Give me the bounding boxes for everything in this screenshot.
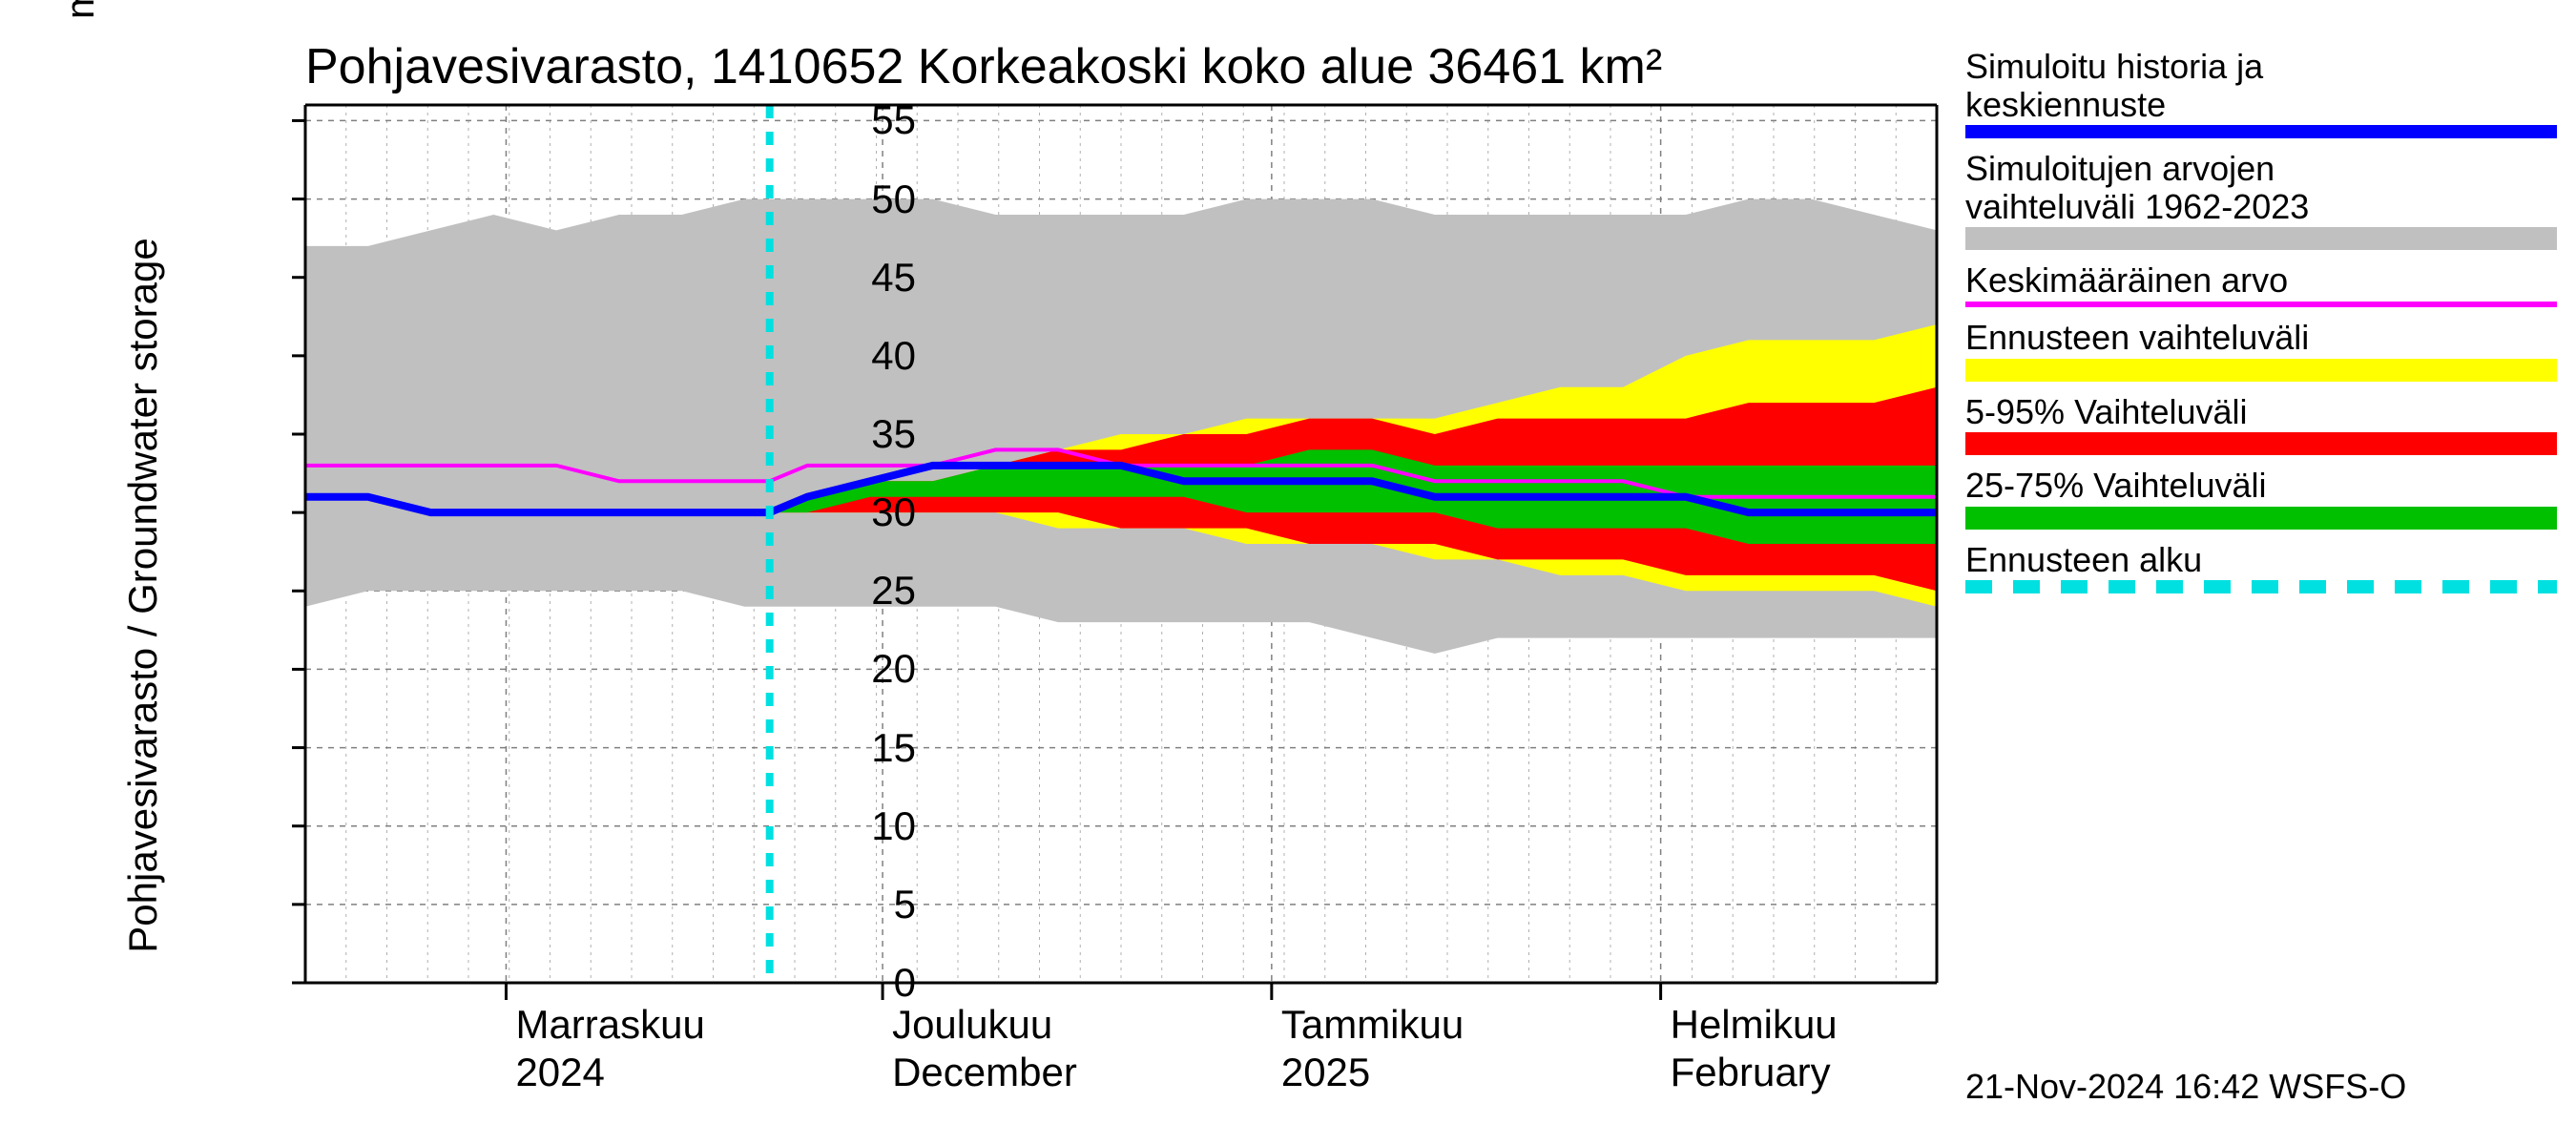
- legend-item: 5-95% Vaihteluväli: [1965, 393, 2557, 456]
- y-axis-unit: mm: [57, 0, 103, 19]
- legend-label: Ennusteen alku: [1965, 541, 2557, 579]
- chart-plot: [305, 105, 1937, 983]
- y-tick-label: 40: [821, 333, 916, 379]
- legend-label: 5-95% Vaihteluväli: [1965, 393, 2557, 431]
- chart-title: Pohjavesivarasto, 1410652 Korkeakoski ko…: [305, 38, 1662, 95]
- legend-item: Ennusteen vaihteluväli: [1965, 319, 2557, 382]
- x-tick-label: Tammikuu: [1281, 1002, 1464, 1048]
- y-tick-label: 25: [821, 568, 916, 614]
- x-tick-label: Marraskuu: [515, 1002, 704, 1048]
- x-tick-label-2: December: [892, 1050, 1077, 1095]
- x-tick-label: Joulukuu: [892, 1002, 1052, 1048]
- x-tick-label-2: 2024: [515, 1050, 604, 1095]
- legend: Simuloitu historia jakeskiennuste Simuloi…: [1965, 48, 2557, 605]
- y-tick-label: 55: [821, 97, 916, 143]
- legend-swatch: [1965, 580, 2557, 593]
- legend-label: Simuloitu historia jakeskiennuste: [1965, 48, 2557, 123]
- legend-item: Simuloitu historia jakeskiennuste: [1965, 48, 2557, 138]
- y-tick-label: 0: [821, 960, 916, 1006]
- y-axis-label: Pohjavesivarasto / Groundwater storage: [120, 71, 166, 1120]
- legend-swatch: [1965, 125, 2557, 138]
- y-tick-label: 35: [821, 411, 916, 457]
- x-tick-label-2: 2025: [1281, 1050, 1370, 1095]
- legend-label: Simuloitujen arvojenvaihteluväli 1962-20…: [1965, 150, 2557, 225]
- legend-item: 25-75% Vaihteluväli: [1965, 467, 2557, 530]
- legend-swatch: [1965, 507, 2557, 530]
- legend-item: Simuloitujen arvojenvaihteluväli 1962-20…: [1965, 150, 2557, 250]
- x-tick-label: Helmikuu: [1671, 1002, 1838, 1048]
- legend-swatch: [1965, 432, 2557, 455]
- legend-label: 25-75% Vaihteluväli: [1965, 467, 2557, 505]
- y-tick-label: 45: [821, 255, 916, 301]
- timestamp: 21-Nov-2024 16:42 WSFS-O: [1965, 1067, 2406, 1107]
- y-tick-label: 20: [821, 646, 916, 692]
- legend-item: Ennusteen alku: [1965, 541, 2557, 594]
- legend-item: Keskimääräinen arvo: [1965, 261, 2557, 307]
- y-tick-label: 30: [821, 489, 916, 535]
- legend-label: Ennusteen vaihteluväli: [1965, 319, 2557, 357]
- legend-swatch: [1965, 359, 2557, 382]
- y-tick-label: 5: [821, 882, 916, 927]
- y-tick-label: 10: [821, 803, 916, 849]
- y-tick-label: 50: [821, 177, 916, 222]
- legend-swatch: [1965, 227, 2557, 250]
- legend-label: Keskimääräinen arvo: [1965, 261, 2557, 300]
- x-tick-label-2: February: [1671, 1050, 1831, 1095]
- y-tick-label: 15: [821, 725, 916, 771]
- legend-swatch: [1965, 302, 2557, 307]
